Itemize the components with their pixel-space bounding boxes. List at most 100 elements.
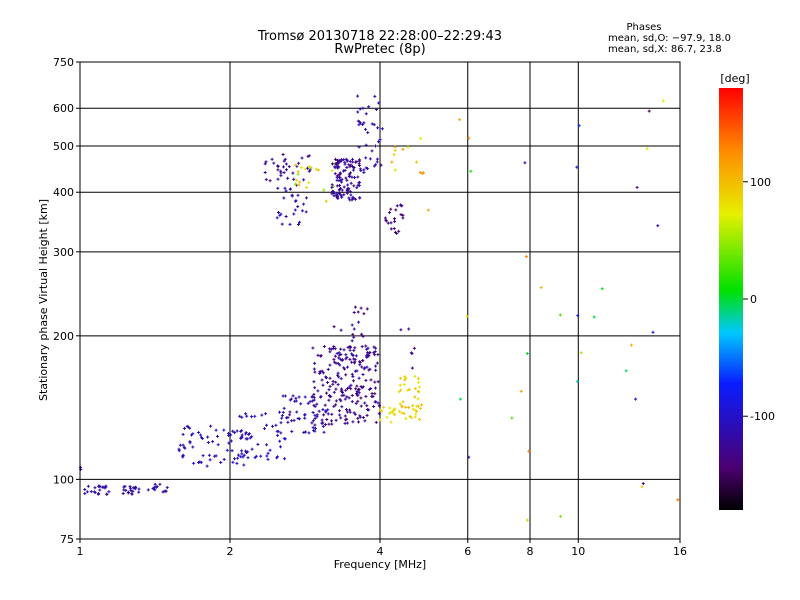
data-point — [358, 158, 361, 162]
data-point — [361, 123, 365, 127]
data-point — [359, 385, 363, 389]
data-point — [345, 421, 349, 425]
data-point — [342, 158, 346, 162]
data-point — [304, 430, 307, 434]
data-point — [348, 408, 352, 412]
data-point — [350, 400, 354, 404]
data-point — [328, 347, 332, 351]
data-point — [364, 344, 368, 348]
data-point — [374, 364, 378, 368]
data-point — [282, 171, 286, 175]
data-point — [122, 485, 126, 489]
data-point — [328, 394, 332, 398]
data-point — [185, 424, 189, 428]
data-point — [288, 410, 292, 414]
data-point — [324, 423, 327, 427]
data-point — [371, 395, 375, 398]
data-point — [201, 454, 205, 458]
data-point — [298, 220, 301, 224]
data-point — [332, 357, 336, 361]
data-point — [373, 392, 377, 396]
data-point — [259, 454, 263, 458]
data-point — [181, 443, 185, 447]
data-point — [227, 434, 231, 437]
data-point — [348, 174, 352, 178]
data-point — [393, 407, 397, 411]
data-point — [336, 175, 340, 179]
data-point — [373, 380, 377, 384]
data-point — [336, 383, 340, 387]
data-point — [85, 490, 89, 494]
data-point — [303, 413, 306, 417]
data-point — [388, 411, 392, 415]
data-point — [377, 101, 381, 105]
data-point — [374, 163, 378, 167]
data-point — [361, 416, 365, 419]
data-point — [334, 418, 338, 422]
data-point — [288, 398, 292, 402]
data-point — [375, 160, 379, 164]
data-point — [297, 395, 301, 399]
data-point — [354, 387, 358, 391]
data-point — [306, 401, 310, 405]
data-point — [286, 176, 290, 180]
data-point — [366, 167, 369, 171]
data-point — [254, 454, 258, 458]
data-point — [360, 332, 364, 336]
data-point — [296, 205, 300, 209]
data-point — [388, 406, 392, 410]
data-point — [286, 416, 290, 420]
data-point — [330, 419, 333, 423]
data-point — [276, 168, 280, 172]
data-point — [294, 396, 298, 400]
data-point — [279, 171, 283, 175]
data-point — [183, 426, 186, 430]
colorbar-tick-label: 0 — [750, 293, 757, 306]
data-point — [361, 359, 365, 363]
data-point — [246, 456, 250, 460]
data-point — [307, 154, 311, 158]
data-point — [353, 369, 357, 373]
data-point — [362, 367, 366, 371]
data-point — [356, 175, 360, 179]
data-point — [340, 387, 343, 391]
data-point — [361, 106, 365, 110]
data-point — [419, 407, 422, 410]
data-point — [314, 167, 318, 171]
data-point — [344, 357, 348, 361]
data-point — [408, 414, 412, 418]
data-point — [266, 457, 270, 461]
data-point — [316, 389, 320, 393]
data-point — [372, 351, 376, 355]
data-point — [391, 411, 395, 415]
data-point — [229, 433, 233, 437]
data-point — [330, 185, 334, 189]
data-point — [283, 186, 287, 190]
data-point — [332, 360, 336, 364]
data-point — [313, 405, 317, 408]
data-point — [349, 387, 353, 391]
data-point — [400, 404, 404, 408]
data-point — [292, 177, 296, 181]
data-point — [330, 422, 334, 426]
data-point — [337, 188, 341, 192]
data-point — [239, 436, 243, 440]
colorbar-ticks: 100 0 -100 — [743, 176, 775, 423]
data-point — [79, 467, 83, 471]
data-point — [347, 172, 351, 176]
data-point — [313, 429, 317, 433]
data-point — [391, 408, 395, 412]
y-axis-label: Stationary phase Virtual Height [km] — [37, 199, 50, 401]
data-point — [345, 408, 348, 412]
data-point — [352, 168, 355, 172]
data-point — [359, 396, 363, 400]
data-point — [384, 218, 388, 222]
data-point — [209, 424, 213, 428]
data-point — [357, 391, 361, 395]
data-point — [318, 372, 322, 375]
data-point — [276, 429, 280, 433]
data-point — [356, 310, 360, 314]
data-point — [186, 425, 190, 429]
data-point — [304, 210, 308, 214]
data-point — [401, 216, 405, 220]
